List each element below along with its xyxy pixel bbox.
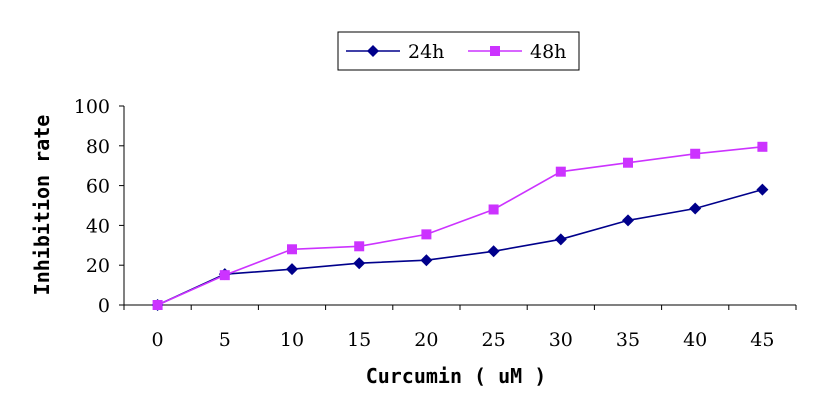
series-24h <box>151 183 769 311</box>
x-axis-ticks: 0 5 10 15 20 25 30 35 40 45 <box>123 305 797 351</box>
series-line-48h <box>157 146 763 306</box>
y-tick-label: 80 <box>86 136 110 158</box>
data-point-24h <box>353 257 366 270</box>
x-tick-label: 10 <box>280 329 304 351</box>
plot-series <box>151 141 769 311</box>
data-point-48h <box>287 244 297 255</box>
y-tick-label: 20 <box>86 255 110 277</box>
data-point-24h <box>554 233 567 246</box>
x-tick-label: 45 <box>750 329 774 351</box>
data-point-24h <box>689 202 702 215</box>
data-point-48h <box>152 300 163 310</box>
data-point-24h <box>487 245 500 258</box>
data-point-48h <box>623 157 633 168</box>
y-tick-label: 60 <box>86 176 110 198</box>
y-tick-label: 40 <box>86 215 110 237</box>
data-point-48h <box>488 204 499 215</box>
x-tick-label: 5 <box>219 329 231 351</box>
legend-marker-24h <box>367 45 379 57</box>
x-tick-label: 25 <box>482 329 506 351</box>
x-axis-title: Curcumin ( uM ) <box>366 364 547 388</box>
legend-label-48h: 48h <box>530 41 566 63</box>
x-tick-label: 0 <box>152 329 164 351</box>
data-point-24h <box>420 254 433 267</box>
series-48h <box>152 141 768 310</box>
y-axis-ticks: 0 20 40 60 80 100 <box>74 96 124 317</box>
data-point-24h <box>286 263 298 276</box>
series-line-24h <box>157 188 763 306</box>
data-point-24h <box>622 214 634 227</box>
data-point-48h <box>421 229 432 240</box>
data-point-24h <box>756 183 769 196</box>
y-tick-label: 0 <box>98 295 110 317</box>
data-point-48h <box>757 141 768 152</box>
y-tick-label: 100 <box>74 96 110 118</box>
x-tick-label: 35 <box>616 329 640 351</box>
legend-label-24h: 24h <box>408 41 444 63</box>
x-tick-label: 15 <box>347 329 371 351</box>
x-tick-label: 30 <box>549 329 573 351</box>
data-point-48h <box>690 148 701 159</box>
legend: 24h 48h <box>337 31 580 71</box>
x-tick-label: 20 <box>414 329 438 351</box>
data-point-48h <box>219 270 230 281</box>
data-point-48h <box>354 241 365 252</box>
data-point-48h <box>555 166 566 177</box>
y-axis-title: Inhibition rate <box>30 115 54 296</box>
x-tick-label: 40 <box>683 329 707 351</box>
legend-marker-48h <box>490 46 500 56</box>
